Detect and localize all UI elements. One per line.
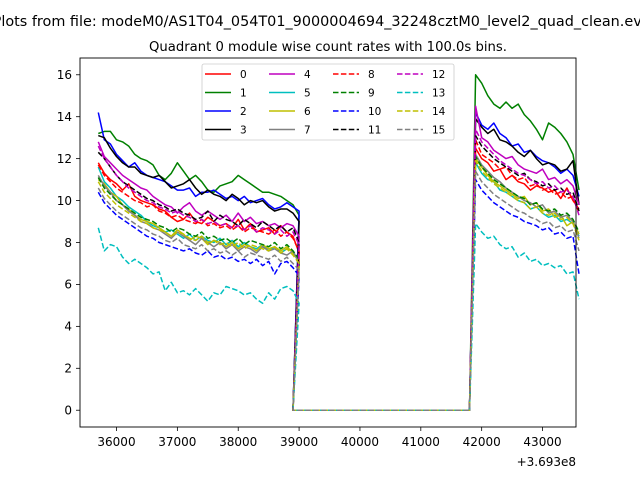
x-tick-label: 42000 xyxy=(463,435,501,449)
legend-label-2: 2 xyxy=(240,106,247,118)
legend-label-10: 10 xyxy=(368,106,381,118)
x-tick-label: 40000 xyxy=(341,435,379,449)
series-line-10 xyxy=(97,178,580,411)
legend-label-15: 15 xyxy=(432,124,445,136)
series-line-8 xyxy=(97,139,580,411)
y-tick-label: 4 xyxy=(64,320,72,334)
legend-label-9: 9 xyxy=(368,87,375,99)
legend-label-12: 12 xyxy=(432,69,445,81)
legend-label-1: 1 xyxy=(240,87,247,99)
legend-label-8: 8 xyxy=(368,69,375,81)
series-line-4 xyxy=(97,105,580,411)
y-tick-label: 6 xyxy=(64,278,72,292)
legend-label-5: 5 xyxy=(304,87,311,99)
legend-label-3: 3 xyxy=(240,124,247,136)
legend-box xyxy=(201,63,455,141)
plot-lines xyxy=(97,74,580,411)
x-tick-label: 37000 xyxy=(158,435,196,449)
series-line-11 xyxy=(97,134,580,411)
y-tick-label: 12 xyxy=(57,152,72,166)
series-line-15 xyxy=(97,170,580,411)
legend-label-0: 0 xyxy=(240,69,247,81)
legend-label-14: 14 xyxy=(432,106,446,118)
legend-label-4: 4 xyxy=(304,69,311,81)
y-tick-label: 0 xyxy=(64,404,72,418)
series-line-12 xyxy=(97,128,580,411)
series-line-13 xyxy=(97,222,580,411)
series-line-3 xyxy=(98,118,580,411)
x-axis: 36000 37000 38000 39000 40000 41000 42000 43000 xyxy=(97,427,562,449)
chart-suptitle: Plots from file: modeM0/AS1T04_054T01_90… xyxy=(0,14,640,30)
y-tick-label: 16 xyxy=(57,68,72,82)
series-line-6 xyxy=(97,157,580,411)
legend-label-13: 13 xyxy=(432,87,445,99)
y-tick-label: 2 xyxy=(64,362,72,376)
series-line-9 xyxy=(97,155,580,411)
y-tick-label: 14 xyxy=(57,110,72,124)
x-tick-label: 41000 xyxy=(402,435,440,449)
x-tick-label: 39000 xyxy=(280,435,318,449)
x-tick-label: 36000 xyxy=(97,435,135,449)
series-line-2 xyxy=(97,111,580,411)
y-axis: 0 2 4 6 8 10 12 14 16 xyxy=(57,68,80,418)
legend-label-7: 7 xyxy=(304,124,311,136)
chart-title: Quadrant 0 module wise count rates with … xyxy=(149,40,507,55)
legend-label-6: 6 xyxy=(304,106,311,118)
y-tick-label: 10 xyxy=(57,194,72,208)
x-tick-label: 38000 xyxy=(219,435,257,449)
series-line-14 xyxy=(97,159,580,411)
series-line-5 xyxy=(97,162,580,411)
y-tick-label: 8 xyxy=(64,236,72,250)
x-tick-label: 43000 xyxy=(523,435,561,449)
x-offset-label: +3.693e8 xyxy=(517,455,576,469)
legend-label-11: 11 xyxy=(368,124,381,136)
